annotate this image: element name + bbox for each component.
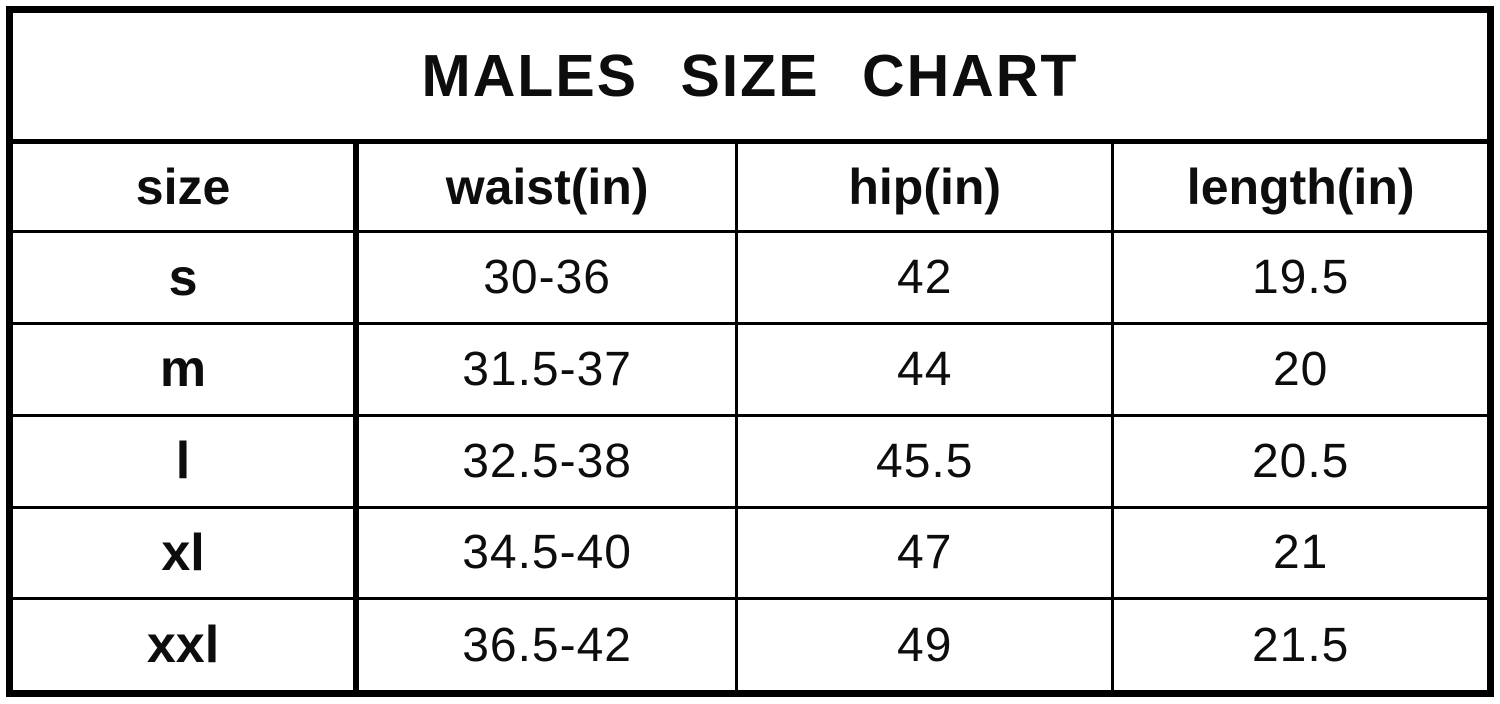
cell-l-length: 20.5 [1111,413,1492,509]
row-label-s: s [8,230,360,326]
title-row: MALES SIZE CHART [8,8,1492,144]
cell-xl-waist: 34.5-40 [354,505,739,601]
table-row-s: s 30-36 42 19.5 [8,230,1492,326]
row-label-m: m [8,322,360,417]
row-label-l: l [8,413,360,509]
column-header-waist: waist(in) [354,139,739,234]
table-row-m: m 31.5-37 44 20 [8,322,1492,417]
cell-m-waist: 31.5-37 [354,322,739,417]
column-header-length: length(in) [1111,139,1492,234]
cell-l-waist: 32.5-38 [354,413,739,509]
table-row-xxl: xxl 36.5-42 49 21.5 [8,597,1492,695]
cell-m-length: 20 [1111,322,1492,417]
table-row-xl: xl 34.5-40 47 21 [8,505,1492,601]
cell-xl-length: 21 [1111,505,1492,601]
cell-l-hip: 45.5 [735,413,1115,509]
header-row: size waist(in) hip(in) length(in) [8,139,1492,234]
cell-s-waist: 30-36 [354,230,739,326]
cell-xxl-hip: 49 [735,597,1115,695]
cell-m-hip: 44 [735,322,1115,417]
cell-xxl-waist: 36.5-42 [354,597,739,695]
cell-xxl-length: 21.5 [1111,597,1492,695]
cell-xl-hip: 47 [735,505,1115,601]
cell-s-hip: 42 [735,230,1115,326]
cell-s-length: 19.5 [1111,230,1492,326]
row-label-xxl: xxl [8,597,360,695]
column-header-hip: hip(in) [735,139,1115,234]
table-title: MALES SIZE CHART [8,8,1492,144]
table-row-l: l 32.5-38 45.5 20.5 [8,413,1492,509]
column-header-size: size [8,139,360,234]
size-chart-table: MALES SIZE CHART size waist(in) hip(in) … [6,6,1494,697]
row-label-xl: xl [8,505,360,601]
